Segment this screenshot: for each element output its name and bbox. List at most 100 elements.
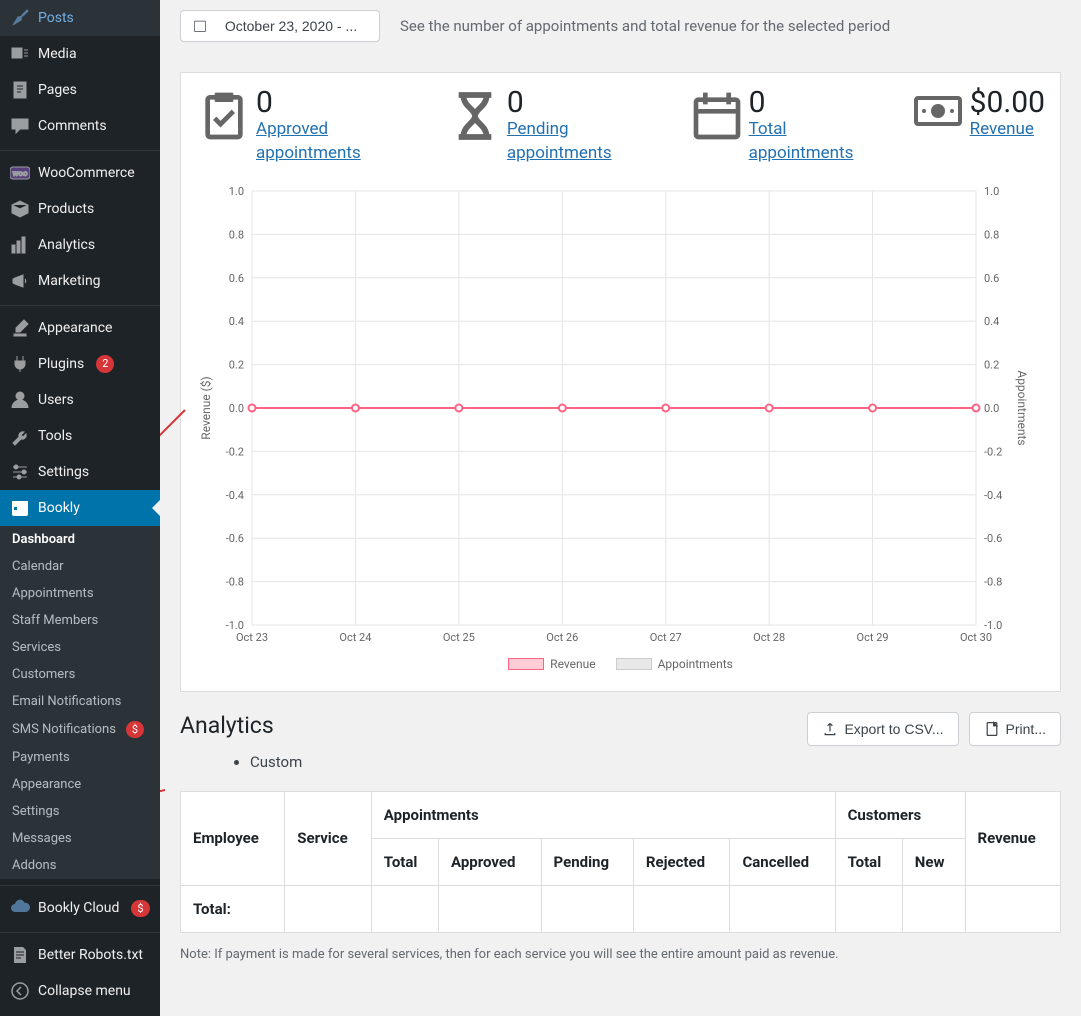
sidebar-subitem-appointments[interactable]: Appointments bbox=[0, 580, 160, 607]
calendar-icon bbox=[689, 88, 745, 144]
sidebar-item-woocommerce[interactable]: wooWooCommerce bbox=[0, 155, 160, 191]
analytics-filter-custom: Custom bbox=[250, 753, 302, 771]
svg-text:0.0: 0.0 bbox=[229, 402, 244, 415]
sidebar-collapse[interactable]: Collapse menu bbox=[0, 973, 160, 1009]
col-total[interactable]: Total bbox=[371, 838, 438, 885]
sidebar-item-marketing[interactable]: Marketing bbox=[0, 263, 160, 299]
sidebar-item-media[interactable]: Media bbox=[0, 36, 160, 72]
sidebar-subitem-label: Staff Members bbox=[12, 613, 98, 628]
sidebar-item-settings[interactable]: Settings bbox=[0, 454, 160, 490]
sidebar-item-pages[interactable]: Pages bbox=[0, 72, 160, 108]
revenue-chart: 1.01.00.80.80.60.60.40.40.20.20.00.0-0.2… bbox=[196, 181, 1045, 671]
cloud-icon bbox=[10, 898, 30, 918]
dollar-badge: $ bbox=[131, 900, 149, 917]
collapse-icon bbox=[10, 981, 30, 1001]
sidebar-item-appearance[interactable]: Appearance bbox=[0, 310, 160, 346]
sidebar-subitem-label: Payments bbox=[12, 750, 70, 765]
sidebar-item-label: Tools bbox=[38, 428, 72, 444]
sidebar-item-label: Pages bbox=[38, 82, 77, 98]
bullhorn-icon bbox=[10, 271, 30, 291]
svg-text:0.4: 0.4 bbox=[984, 315, 999, 328]
sidebar-item-bookly[interactable]: Bookly bbox=[0, 490, 160, 526]
stat-pending: 0Pending appointments bbox=[447, 88, 649, 166]
sidebar-subitem-settings[interactable]: Settings bbox=[0, 798, 160, 825]
col-total-cust[interactable]: Total bbox=[835, 838, 902, 885]
sidebar-subitem-calendar[interactable]: Calendar bbox=[0, 553, 160, 580]
stat-label-link[interactable]: Total appointments bbox=[749, 119, 854, 163]
col-service[interactable]: Service bbox=[285, 791, 372, 885]
sidebar-subitem-email-notifications[interactable]: Email Notifications bbox=[0, 688, 160, 715]
sidebar-item-analytics[interactable]: Analytics bbox=[0, 227, 160, 263]
sidebar-subitem-services[interactable]: Services bbox=[0, 634, 160, 661]
export-icon bbox=[822, 721, 838, 737]
svg-text:0.4: 0.4 bbox=[229, 315, 244, 328]
svg-text:Oct 25: Oct 25 bbox=[443, 631, 475, 644]
sidebar-item-comments[interactable]: Comments bbox=[0, 108, 160, 144]
stat-revenue: $0.00Revenue bbox=[910, 88, 1045, 166]
stat-label-link[interactable]: Revenue bbox=[970, 119, 1034, 139]
svg-text:Appointments: Appointments bbox=[1015, 370, 1029, 445]
sidebar-item-label: Bookly bbox=[38, 500, 80, 516]
col-revenue[interactable]: Revenue bbox=[965, 791, 1060, 885]
svg-text:woo: woo bbox=[13, 169, 28, 178]
date-range-button[interactable]: October 23, 2020 - ... bbox=[180, 10, 380, 42]
col-cancelled[interactable]: Cancelled bbox=[730, 838, 835, 885]
sidebar-subitem-payments[interactable]: Payments bbox=[0, 744, 160, 771]
sidebar-subitem-messages[interactable]: Messages bbox=[0, 825, 160, 852]
sidebar-item-label: Plugins bbox=[38, 356, 84, 372]
sidebar-item-products[interactable]: Products bbox=[0, 191, 160, 227]
sidebar-item-robots[interactable]: Better Robots.txt bbox=[0, 937, 160, 973]
print-icon bbox=[984, 721, 1000, 737]
col-employee[interactable]: Employee bbox=[181, 791, 285, 885]
sidebar-subitem-label: SMS Notifications bbox=[12, 722, 116, 737]
sidebar-item-label: Better Robots.txt bbox=[38, 947, 143, 963]
sidebar-subitem-label: Dashboard bbox=[12, 532, 75, 547]
sidebar-subitem-sms-notifications[interactable]: SMS Notifications $ bbox=[0, 715, 160, 744]
export-csv-button[interactable]: Export to CSV... bbox=[807, 712, 958, 746]
sidebar-subitem-dashboard[interactable]: Dashboard bbox=[0, 526, 160, 553]
col-group-cust: Customers bbox=[835, 791, 965, 838]
sidebar-subitem-addons[interactable]: Addons bbox=[0, 852, 160, 879]
stat-label-link[interactable]: Pending appointments bbox=[507, 119, 612, 163]
hourglass-icon bbox=[447, 88, 503, 144]
sidebar-item-label: Posts bbox=[38, 10, 74, 26]
sidebar-subitem-label: Settings bbox=[12, 804, 59, 819]
svg-text:0.8: 0.8 bbox=[984, 228, 999, 241]
woo-icon: woo bbox=[10, 163, 30, 183]
svg-text:-0.4: -0.4 bbox=[226, 488, 244, 501]
sidebar-item-label: Users bbox=[38, 392, 74, 408]
stat-approved: 0Approved appointments bbox=[196, 88, 407, 166]
svg-text:0.0: 0.0 bbox=[984, 402, 999, 415]
svg-text:0.2: 0.2 bbox=[984, 358, 999, 371]
sidebar-subitem-staff-members[interactable]: Staff Members bbox=[0, 607, 160, 634]
legend-appointments[interactable]: Appointments bbox=[616, 657, 733, 671]
col-approved[interactable]: Approved bbox=[439, 838, 542, 885]
table-row-total: Total: bbox=[181, 885, 1061, 932]
sidebar-item-bookly-cloud[interactable]: Bookly Cloud $ bbox=[0, 890, 160, 926]
svg-text:Oct 28: Oct 28 bbox=[753, 631, 785, 644]
sidebar-subitem-appearance[interactable]: Appearance bbox=[0, 771, 160, 798]
svg-text:-0.6: -0.6 bbox=[984, 532, 1002, 545]
sidebar-item-label: Media bbox=[38, 46, 77, 62]
col-new[interactable]: New bbox=[902, 838, 965, 885]
svg-text:-0.4: -0.4 bbox=[984, 488, 1002, 501]
stat-value: 0 bbox=[507, 88, 649, 118]
brush-icon bbox=[10, 318, 30, 338]
sidebar-item-tools[interactable]: Tools bbox=[0, 418, 160, 454]
stat-label-link[interactable]: Approved appointments bbox=[256, 119, 361, 163]
col-rejected[interactable]: Rejected bbox=[633, 838, 730, 885]
svg-text:1.0: 1.0 bbox=[984, 185, 999, 198]
sidebar-item-plugins[interactable]: Plugins2 bbox=[0, 346, 160, 382]
sidebar-item-users[interactable]: Users bbox=[0, 382, 160, 418]
sidebar-subitem-customers[interactable]: Customers bbox=[0, 661, 160, 688]
analytics-table: Employee Service Appointments Customers … bbox=[180, 791, 1061, 933]
date-range-label: October 23, 2020 - ... bbox=[215, 18, 367, 34]
col-pending[interactable]: Pending bbox=[541, 838, 633, 885]
badge: $ bbox=[126, 721, 144, 738]
sidebar-item-posts[interactable]: Posts bbox=[0, 0, 160, 36]
sidebar-item-label: Marketing bbox=[38, 273, 101, 289]
legend-revenue[interactable]: Revenue bbox=[508, 657, 595, 671]
money-icon bbox=[910, 88, 966, 144]
print-button[interactable]: Print... bbox=[969, 712, 1061, 746]
sidebar-item-label: Settings bbox=[38, 464, 89, 480]
